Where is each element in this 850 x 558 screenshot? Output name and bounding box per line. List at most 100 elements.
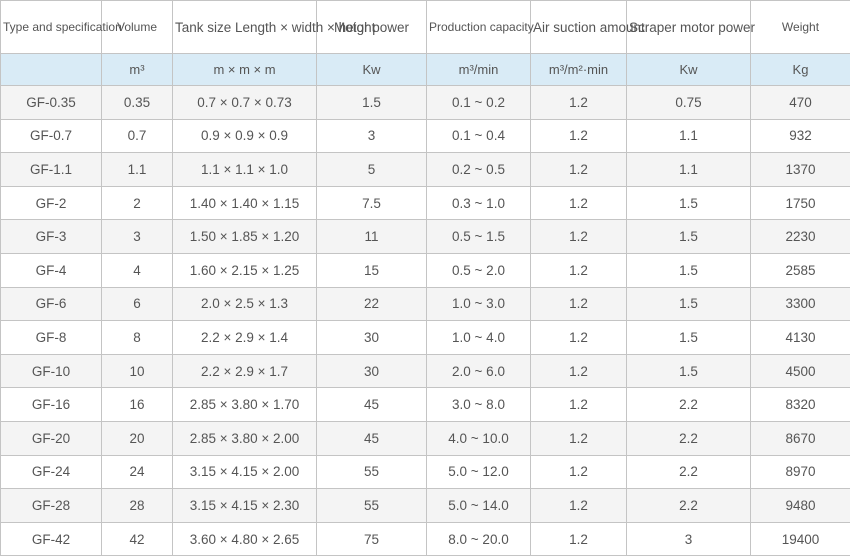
cell-type: GF-20 (0, 420, 102, 456)
cell-air-suction: 1.2 (530, 420, 627, 456)
table-row: GF-2 2 1.40 × 1.40 × 1.15 7.5 0.3 ~ 1.0 1.2 1.… (0, 185, 850, 221)
header-row: Type and specification Volume Tank size … (0, 0, 850, 54)
cell-air-suction: 1.2 (530, 387, 627, 422)
cell-volume: 6 (101, 286, 173, 322)
cell-motor-power: 3 (316, 118, 427, 154)
cell-motor-power: 1.5 (316, 85, 427, 120)
cell-production-capacity: 1.0 ~ 4.0 (426, 320, 531, 355)
cell-production-capacity: 8.0 ~ 20.0 (426, 521, 531, 557)
cell-type: GF-2 (0, 185, 102, 221)
cell-volume: 0.35 (101, 85, 173, 120)
table-row: GF-3 3 1.50 × 1.85 × 1.20 11 0.5 ~ 1.5 1.2 1.5… (0, 219, 850, 254)
table-row: GF-1.1 1.1 1.1 × 1.1 × 1.0 5 0.2 ~ 0.5 1.2 1.1… (0, 152, 850, 187)
cell-tank-size: 3.60 × 4.80 × 2.65 (172, 521, 317, 557)
cell-scraper-motor-power: 2.2 (626, 420, 751, 456)
cell-production-capacity: 0.1 ~ 0.4 (426, 118, 531, 154)
cell-motor-power: 5 (316, 152, 427, 187)
cell-production-capacity: 4.0 ~ 10.0 (426, 420, 531, 456)
cell-motor-power: 45 (316, 387, 427, 422)
cell-weight: 2230 (750, 219, 850, 254)
table-row: GF-20 20 2.85 × 3.80 × 2.00 45 4.0 ~ 10.0 1.2… (0, 420, 850, 456)
header-tank-size: Tank size Length × width × height (172, 0, 375, 54)
cell-type: GF-8 (0, 320, 102, 355)
cell-production-capacity: 5.0 ~ 14.0 (426, 488, 531, 523)
unit-tank-size: m × m × m (172, 53, 317, 86)
cell-type: GF-28 (0, 488, 102, 523)
cell-air-suction: 1.2 (530, 286, 627, 322)
cell-type: GF-10 (0, 353, 102, 389)
cell-air-suction: 1.2 (530, 454, 627, 490)
cell-volume: 20 (101, 420, 173, 456)
cell-scraper-motor-power: 1.1 (626, 152, 751, 187)
cell-air-suction: 1.2 (530, 320, 627, 355)
cell-weight: 2585 (750, 252, 850, 288)
header-motor-power: Motor power (316, 0, 427, 54)
cell-motor-power: 15 (316, 252, 427, 288)
cell-air-suction: 1.2 (530, 152, 627, 187)
cell-volume: 3 (101, 219, 173, 254)
cell-weight: 4500 (750, 353, 850, 389)
cell-air-suction: 1.2 (530, 521, 627, 557)
units-row: m³ m × m × m Kw m³/min m³/m²·min Kw Kg (0, 53, 850, 86)
cell-scraper-motor-power: 1.5 (626, 320, 751, 355)
cell-volume: 24 (101, 454, 173, 490)
cell-type: GF-42 (0, 521, 102, 557)
cell-weight: 4130 (750, 320, 850, 355)
header-volume: Volume (101, 0, 173, 54)
header-production-capacity: Production capacity (426, 0, 534, 54)
cell-motor-power: 11 (316, 219, 427, 254)
cell-volume: 4 (101, 252, 173, 288)
header-scraper-motor-power: Scraper motor power (626, 0, 755, 54)
table-row: GF-10 10 2.2 × 2.9 × 1.7 30 2.0 ~ 6.0 1.2 1.5 4… (0, 353, 850, 389)
cell-motor-power: 30 (316, 320, 427, 355)
cell-weight: 19400 (750, 521, 850, 557)
cell-type: GF-1.1 (0, 152, 102, 187)
cell-volume: 2 (101, 185, 173, 221)
cell-type: GF-3 (0, 219, 102, 254)
cell-scraper-motor-power: 0.75 (626, 85, 751, 120)
cell-volume: 1.1 (101, 152, 173, 187)
cell-tank-size: 0.7 × 0.7 × 0.73 (172, 85, 317, 120)
cell-production-capacity: 0.5 ~ 1.5 (426, 219, 531, 254)
table-row: GF-8 8 2.2 × 2.9 × 1.4 30 1.0 ~ 4.0 1.2 1.5 413… (0, 320, 850, 355)
cell-weight: 8970 (750, 454, 850, 490)
unit-air-suction: m³/m²·min (530, 53, 627, 86)
cell-tank-size: 1.1 × 1.1 × 1.0 (172, 152, 317, 187)
cell-weight: 3300 (750, 286, 850, 322)
unit-type (0, 53, 102, 86)
cell-tank-size: 2.2 × 2.9 × 1.4 (172, 320, 317, 355)
cell-tank-size: 1.50 × 1.85 × 1.20 (172, 219, 317, 254)
cell-volume: 0.7 (101, 118, 173, 154)
cell-weight: 9480 (750, 488, 850, 523)
unit-scraper-motor-power: Kw (626, 53, 751, 86)
table-row: GF-24 24 3.15 × 4.15 × 2.00 55 5.0 ~ 12.0 1.2… (0, 454, 850, 490)
cell-air-suction: 1.2 (530, 85, 627, 120)
cell-volume: 16 (101, 387, 173, 422)
cell-weight: 8320 (750, 387, 850, 422)
cell-tank-size: 0.9 × 0.9 × 0.9 (172, 118, 317, 154)
cell-type: GF-16 (0, 387, 102, 422)
cell-tank-size: 3.15 × 4.15 × 2.30 (172, 488, 317, 523)
cell-weight: 1370 (750, 152, 850, 187)
table-row: GF-16 16 2.85 × 3.80 × 1.70 45 3.0 ~ 8.0 1.2 2… (0, 387, 850, 422)
cell-weight: 470 (750, 85, 850, 120)
cell-tank-size: 2.85 × 3.80 × 2.00 (172, 420, 317, 456)
cell-air-suction: 1.2 (530, 353, 627, 389)
header-air-suction: Air suction amount (530, 0, 645, 54)
cell-scraper-motor-power: 3 (626, 521, 751, 557)
cell-type: GF-6 (0, 286, 102, 322)
cell-tank-size: 2.2 × 2.9 × 1.7 (172, 353, 317, 389)
cell-tank-size: 2.0 × 2.5 × 1.3 (172, 286, 317, 322)
cell-weight: 932 (750, 118, 850, 154)
cell-type: GF-24 (0, 454, 102, 490)
cell-scraper-motor-power: 1.5 (626, 185, 751, 221)
cell-volume: 10 (101, 353, 173, 389)
cell-production-capacity: 0.2 ~ 0.5 (426, 152, 531, 187)
cell-scraper-motor-power: 2.2 (626, 454, 751, 490)
cell-air-suction: 1.2 (530, 219, 627, 254)
cell-tank-size: 1.40 × 1.40 × 1.15 (172, 185, 317, 221)
cell-motor-power: 75 (316, 521, 427, 557)
cell-motor-power: 55 (316, 488, 427, 523)
cell-motor-power: 22 (316, 286, 427, 322)
unit-production-capacity: m³/min (426, 53, 531, 86)
